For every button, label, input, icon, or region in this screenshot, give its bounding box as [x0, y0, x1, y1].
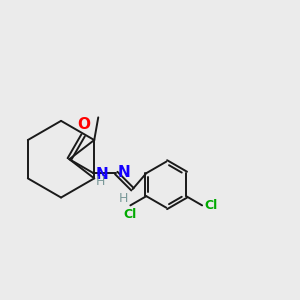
Text: N: N	[96, 167, 108, 182]
Text: H: H	[119, 192, 129, 205]
Text: H: H	[96, 175, 105, 188]
Text: N: N	[118, 165, 130, 180]
Text: O: O	[77, 117, 90, 132]
Text: Cl: Cl	[124, 208, 137, 221]
Text: Cl: Cl	[205, 199, 218, 212]
